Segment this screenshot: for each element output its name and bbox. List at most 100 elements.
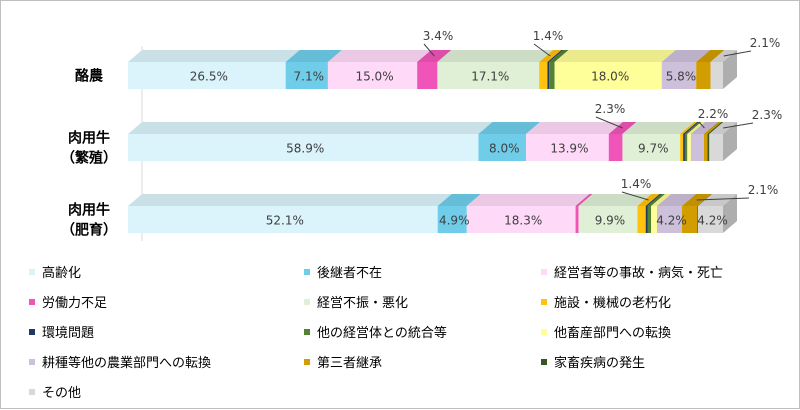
bar-segment-top — [575, 194, 593, 206]
legend-entry: 労働力不足 — [42, 296, 107, 311]
category-label: 酪農 — [75, 68, 103, 85]
data-label: 4.9% — [439, 214, 470, 228]
bar-side-face — [723, 194, 737, 233]
legend-entry: 環境問題 — [42, 326, 94, 341]
bar-segment — [417, 62, 438, 89]
legend-swatch — [541, 359, 547, 365]
callout-label: 1.4% — [621, 177, 652, 191]
bar-segment — [478, 134, 527, 161]
bar-segment — [526, 134, 609, 161]
data-label: 4.2% — [656, 214, 687, 228]
bar-segment — [684, 134, 688, 161]
bar-segment-top — [684, 122, 702, 134]
bar-segment — [578, 206, 638, 233]
legend-swatch — [541, 299, 547, 305]
data-label: 15.0% — [355, 70, 393, 84]
callout-label: 1.4% — [533, 29, 564, 43]
bar-segment-top — [690, 122, 718, 134]
legend-entry: 家畜疾病の発生 — [554, 355, 645, 371]
bar-segment — [661, 62, 697, 89]
bar-segment — [637, 206, 646, 233]
legend-swatch — [29, 389, 35, 395]
bar-segment — [657, 206, 682, 233]
legend-entry: 耕種等他の農業部門への転換 — [42, 355, 211, 371]
bar-segment-top — [437, 50, 554, 62]
legend-swatch — [29, 329, 35, 335]
bar-segment-top — [526, 122, 623, 134]
bar-segment-top — [128, 50, 300, 62]
callout-leader-line — [723, 50, 752, 57]
legend-entry: 経営者等の事故・病気・死亡 — [554, 265, 723, 281]
bar-segment — [437, 206, 467, 233]
legend-entry: 施設・機械の老朽化 — [554, 295, 671, 311]
bar-segment-top — [703, 122, 722, 134]
bar-segment-top — [651, 194, 672, 206]
bar-segment — [575, 206, 579, 233]
bar-segment-top — [647, 194, 666, 206]
bar-segment — [680, 134, 684, 161]
bar-segment-top — [645, 194, 662, 206]
callout-label: 3.4% — [423, 29, 454, 43]
bar-segment-top — [128, 194, 452, 206]
callout-leader-line — [723, 122, 754, 129]
bar-segment — [554, 62, 662, 89]
data-label: 26.5% — [190, 70, 228, 84]
legend-swatch — [541, 329, 547, 335]
data-label: 18.0% — [591, 70, 629, 84]
bar-segment — [681, 206, 698, 233]
bar-row: 52.1% 4.9% 18.3% 9.9% 4.2% 4.2% — [128, 194, 737, 233]
bar-segment — [549, 62, 555, 89]
data-label: 9.7% — [638, 142, 669, 156]
bar-segment — [645, 206, 648, 233]
bar-segment — [437, 62, 540, 89]
bar-segment — [690, 134, 704, 161]
callout-leader-line — [423, 43, 435, 57]
bar-segment-top — [680, 122, 698, 134]
bar-segment-top — [437, 194, 481, 206]
data-label: 17.1% — [471, 70, 509, 84]
legend-swatch — [29, 359, 35, 365]
bar-segment-top — [578, 194, 652, 206]
data-label: 52.1% — [266, 214, 304, 228]
category-label: 肉用牛（繁殖） — [61, 130, 117, 167]
data-label: 5.8% — [666, 70, 697, 84]
bar-segment-top — [549, 50, 569, 62]
bar-segment — [707, 134, 710, 161]
callout-label: 2.1% — [748, 183, 779, 197]
bar-segment — [687, 134, 691, 161]
callout-leader-line — [698, 121, 705, 129]
bar-segment-top — [554, 50, 676, 62]
legend-entry: 第三者継承 — [317, 356, 382, 371]
bar-row: 58.9% 8.0% 13.9% 9.7% — [128, 122, 737, 161]
callout-label: 2.1% — [750, 36, 781, 50]
bar-segment — [697, 206, 699, 233]
bar-segment-top — [657, 194, 696, 206]
data-label: 4.2% — [697, 214, 728, 228]
bar-segment — [709, 134, 723, 161]
bar-segment — [710, 62, 723, 89]
bar-segment — [547, 62, 550, 89]
legend-entry: 他畜産部門への転換 — [554, 325, 671, 341]
bar-segment — [539, 62, 548, 89]
legend-swatch — [29, 299, 35, 305]
bar-segment — [703, 134, 708, 161]
bar-segment — [683, 134, 685, 161]
bar-segment-top — [683, 122, 699, 134]
legend-swatch — [304, 299, 310, 305]
data-label: 13.9% — [550, 142, 588, 156]
bar-segment-top — [698, 194, 737, 206]
bar-segment-top — [622, 122, 695, 134]
legend-swatch — [29, 269, 35, 275]
bar-segment — [651, 206, 658, 233]
bar-segment — [128, 206, 438, 233]
bar-segment — [285, 62, 328, 89]
data-label: 9.9% — [595, 214, 626, 228]
callout-leader-line — [595, 116, 623, 129]
legend-swatch — [304, 359, 310, 365]
bar-segment-top — [696, 50, 725, 62]
bar-segment — [608, 134, 623, 161]
data-label: 58.9% — [286, 142, 324, 156]
legend-swatch — [304, 269, 310, 275]
bar-segment-top — [466, 194, 590, 206]
